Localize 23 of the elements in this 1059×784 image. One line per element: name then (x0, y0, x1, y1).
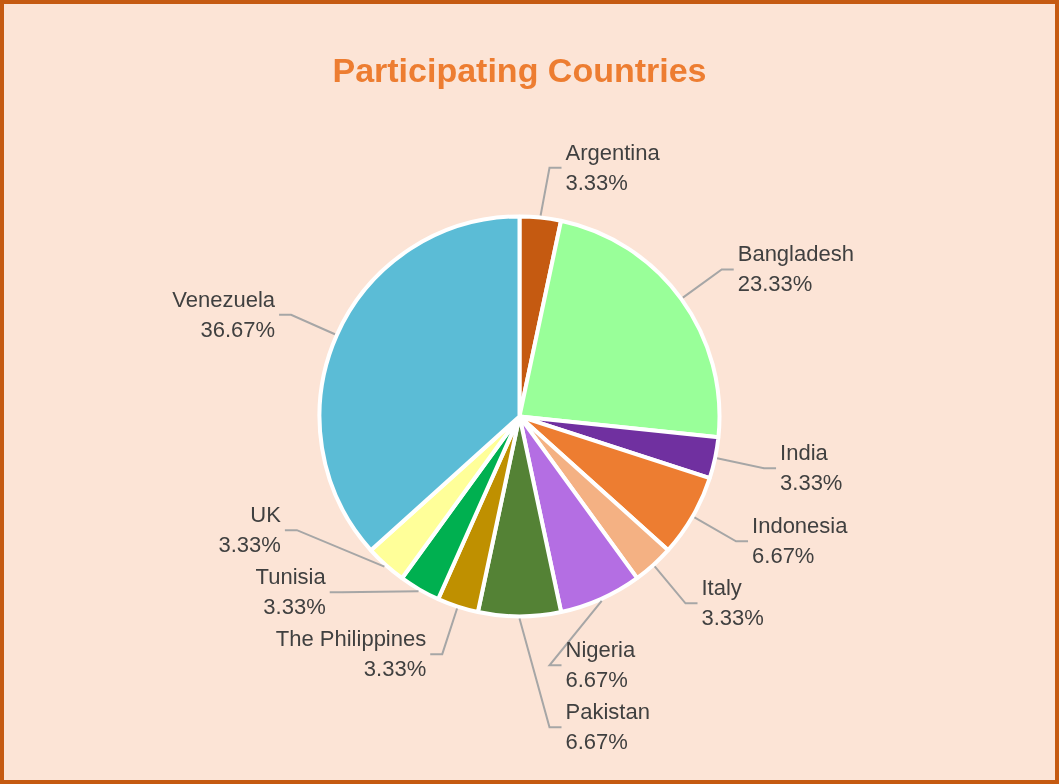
data-label: 3.33% (780, 470, 843, 496)
slice-label: Italy (701, 575, 742, 601)
slice-label: Bangladesh (737, 241, 854, 267)
data-label: 3.33% (218, 532, 281, 558)
slice-label: Nigeria (565, 637, 636, 663)
slice-label: Pakistan (565, 699, 650, 725)
slice-label: India (780, 440, 829, 466)
slice-label: Venezuela (172, 286, 276, 312)
slice-label: UK (250, 502, 282, 528)
data-label: 6.67% (565, 729, 628, 755)
data-label: 3.33% (263, 594, 326, 620)
chart-title: Participating Countries (332, 50, 707, 89)
data-label: 23.33% (737, 271, 813, 297)
data-label: 6.67% (752, 543, 815, 569)
slice-label: Tunisia (255, 564, 327, 590)
data-label: 3.33% (565, 169, 628, 195)
data-label: 3.33% (363, 656, 427, 682)
slice-label: Argentina (565, 139, 661, 165)
slice-label: Indonesia (752, 513, 849, 539)
data-label: 36.67% (200, 316, 276, 342)
slice-label: The Philippines (275, 626, 427, 652)
data-label: 6.67% (565, 667, 628, 693)
data-label: 3.33% (701, 605, 764, 631)
